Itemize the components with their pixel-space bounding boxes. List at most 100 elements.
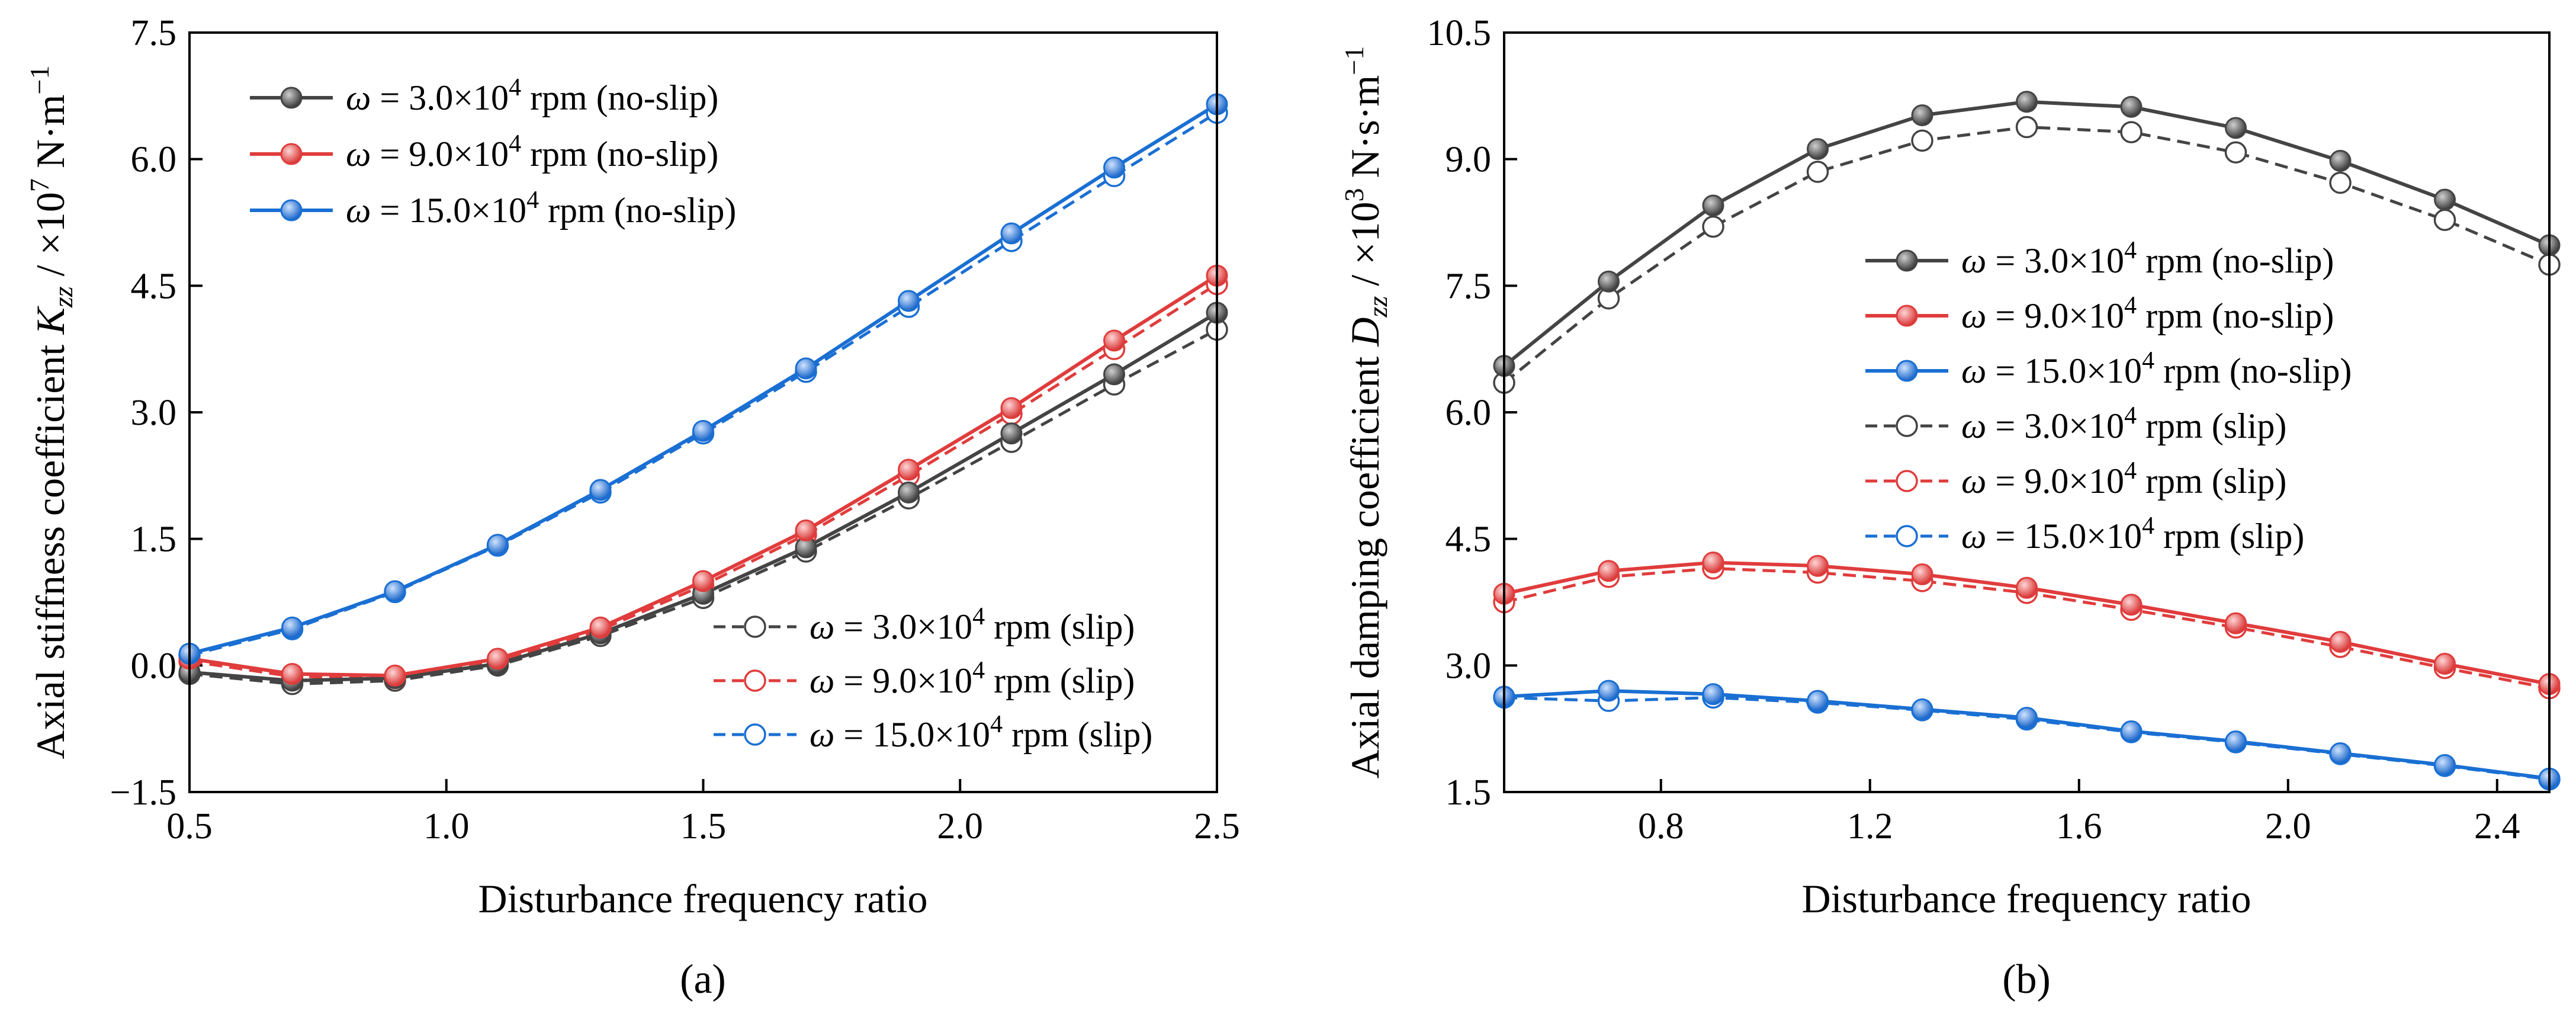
panel-b-point-blue-solid <box>1702 683 1724 706</box>
panel-b-y-tick-label: 9.0 <box>1446 140 1492 180</box>
panel-b-x-tick-label: 2.0 <box>2265 806 2311 847</box>
panel-b-point-black-solid <box>2225 117 2247 139</box>
panel-a-x-tick-label: 2.5 <box>1194 806 1240 847</box>
panel-b-point-blue-solid <box>2016 707 2038 729</box>
panel-b-series <box>1493 91 2561 791</box>
panel-b-frame <box>1503 31 2551 793</box>
panel-a-y-tick-labels: −1.5 0.0 1.5 3.0 4.5 6.0 7.5 <box>110 13 176 813</box>
panel-b-y-label-unit2: N·s·m <box>1342 75 1387 188</box>
panel-b-point-red-solid <box>2329 630 2352 653</box>
panel-b-y-tick-label: 1.5 <box>1446 772 1492 813</box>
panel-b-point-black-dashed <box>2224 141 2247 164</box>
panel-b-legend-label: ω = 15.0×104 rpm (no-slip) <box>1961 347 2352 390</box>
panel-b-point-black-solid <box>1807 138 1829 161</box>
panel-b-x-tick-label: 1.2 <box>1847 806 1893 847</box>
panel-b-series-line-blue-solid <box>1504 689 2550 781</box>
panel-a-legend-label: ω = 3.0×104 rpm (slip) <box>810 603 1135 646</box>
panel-b-legend: ω = 3.0×104 rpm (no-slip) ω = 9.0×104 rpm… <box>1865 237 2352 556</box>
panel-b-label: (b) <box>2002 957 2051 1002</box>
panel-b-x-axis-label: Disturbance frequency ratio <box>1802 876 2251 921</box>
panel-a-point-red-solid <box>384 664 406 687</box>
panel-b-y-label-main: Axial damping coefficient <box>1342 347 1387 779</box>
panel-b-point-red-solid <box>2120 594 2143 616</box>
panel-a-point-blue-solid <box>384 580 406 602</box>
panel-a-legend-marker <box>280 143 303 165</box>
panel-b-point-black-solid <box>1911 104 1933 127</box>
panel-b-point-blue-solid <box>1807 690 1829 712</box>
panel-a-y-tick-label: 3.0 <box>131 393 177 433</box>
panel-b-legend-label: ω = 15.0×104 rpm (slip) <box>1961 512 2304 556</box>
panel-b-y-label-unit: / ×10 <box>1342 202 1387 296</box>
panel-a-point-red-solid <box>692 570 714 592</box>
panel-b-point-red-solid <box>1702 552 1724 574</box>
panel-a-x-tick-label: 1.0 <box>423 806 470 847</box>
panel-a-point-blue-solid <box>795 357 817 380</box>
panel-b-point-black-dashed <box>2120 121 2143 143</box>
panel-b-legend-label: ω = 3.0×104 rpm (no-slip) <box>1961 237 2334 280</box>
panel-b-point-blue-solid <box>1598 679 1620 702</box>
panel-a-point-black-solid <box>1000 422 1023 445</box>
panel-a-x-axis-label: Disturbance frequency ratio <box>478 876 928 921</box>
panel-a-point-blue-solid <box>487 534 509 556</box>
panel-a-y-tick-label: 6.0 <box>131 140 177 180</box>
panel-a: 0.5 1.0 1.5 2.0 2.5 −1.5 0.0 1.5 3.0 4.5 6.0 7.5 D… <box>24 13 1240 1002</box>
panel-b-legend-marker <box>1896 360 1918 382</box>
panel-b-point-black-solid <box>2434 188 2456 211</box>
panel-b-point-red-solid <box>2225 612 2247 634</box>
panel-a-label: (a) <box>680 957 726 1002</box>
panel-a-legend-marker <box>280 199 303 222</box>
panel-a-point-blue-solid <box>898 290 920 312</box>
panel-b-legend-label: ω = 9.0×104 rpm (no-slip) <box>1961 292 2334 335</box>
panel-b-point-black-solid <box>1702 194 1724 217</box>
panel-a-point-blue-solid <box>692 419 714 442</box>
panel-a-point-red-solid <box>795 519 817 541</box>
panel-b-point-blue-solid <box>2434 754 2456 776</box>
panel-b-point-black-dashed <box>2329 171 2352 194</box>
panel-a-y-label-unit: / ×10 <box>28 192 73 286</box>
panel-a-point-red-solid <box>487 647 509 670</box>
panel-b-legend-marker <box>1896 415 1918 437</box>
panel-a-legend-label: ω = 3.0×104 rpm (no-slip) <box>346 74 718 117</box>
panel-a-legend-marker <box>280 86 303 109</box>
panel-a-legend-label: ω = 15.0×104 rpm (slip) <box>810 711 1152 754</box>
panel-a-legend-marker <box>744 616 766 638</box>
panel-a-point-blue-solid <box>1000 222 1023 245</box>
panel-b-x-tick-label: 0.8 <box>1638 806 1684 847</box>
panel-a-y-tick-label: 1.5 <box>131 520 177 560</box>
panel-a-point-red-solid <box>898 459 920 481</box>
panel-a-y-axis-label: Axial stiffness coefficient Kzz / ×107 N… <box>24 66 78 759</box>
panel-b-point-red-solid <box>1807 554 1829 577</box>
panel-b-legend-marker <box>1896 304 1918 327</box>
panel-a-legend-label: ω = 9.0×104 rpm (slip) <box>810 657 1135 700</box>
panel-a-y-label-subscript: zz <box>48 286 78 308</box>
panel-b-point-blue-solid <box>2120 720 2143 742</box>
panel-a-y-label-unit2: N·m <box>28 94 73 178</box>
panel-a-y-label-symbol: K <box>28 306 73 335</box>
panel-b-y-tick-label: 4.5 <box>1446 520 1492 560</box>
panel-a-x-tick-label: 1.5 <box>680 806 727 847</box>
panel-b-x-tick-labels: 0.8 1.2 1.6 2.0 2.4 <box>1638 806 2520 847</box>
panel-a-point-red-solid <box>1103 329 1125 352</box>
panel-a-y-tick-label: 4.5 <box>131 266 177 306</box>
panel-a-y-tick-label: 7.5 <box>131 13 177 53</box>
panel-a-point-blue-solid <box>281 616 303 639</box>
panel-b-y-tick-label: 10.5 <box>1427 13 1492 53</box>
panel-a-point-blue-solid <box>589 479 612 501</box>
panel-a-legend-marker <box>744 723 766 746</box>
panel-b-legend-marker <box>1896 470 1918 492</box>
panel-b-y-label-symbol: D <box>1342 318 1387 347</box>
panel-b: 0.8 1.2 1.6 2.0 2.4 1.5 3.0 4.5 6.0 7.5 9.0 10.5 D… <box>1339 13 2561 1002</box>
panel-b-x-tick-label: 1.6 <box>2056 806 2102 847</box>
panel-b-point-black-dashed <box>1806 161 1829 183</box>
panel-b-point-black-dashed <box>2433 209 2456 231</box>
panel-a-point-red-solid <box>281 663 303 685</box>
panel-b-point-red-solid <box>2016 576 2038 599</box>
panel-a-legend-label: ω = 9.0×104 rpm (no-slip) <box>346 130 718 174</box>
panel-a-x-tick-label: 2.0 <box>937 806 984 847</box>
panel-b-point-black-solid <box>2329 150 2352 172</box>
panel-a-y-label-exp: 7 <box>24 178 54 192</box>
panel-a-legend-no-slip: ω = 3.0×104 rpm (no-slip) ω = 9.0×104 rpm… <box>250 74 736 230</box>
panel-b-point-black-solid <box>2120 95 2143 118</box>
panel-b-point-red-solid <box>1911 563 1933 585</box>
